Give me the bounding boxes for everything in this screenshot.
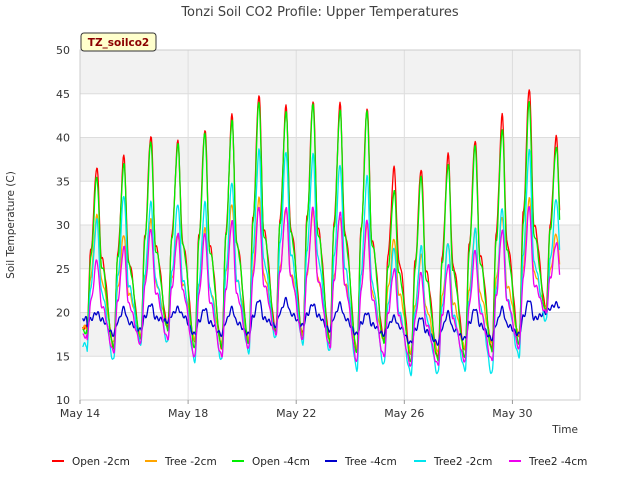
series-line [82, 296, 561, 346]
x-tick-label: May 14 [60, 407, 100, 420]
x-axis-label: Time [551, 424, 578, 436]
y-tick-label: 15 [56, 350, 70, 363]
y-tick-label: 45 [56, 88, 70, 101]
y-axis-ticks: 10 15 20 25 30 35 40 45 50 [56, 44, 70, 407]
series-line [82, 205, 561, 367]
legend: Open -2cm Tree -2cm Open -4cm Tree -4cm Tree… [52, 456, 587, 468]
legend-label: Tree -2cm [164, 456, 217, 468]
y-tick-label: 40 [56, 132, 70, 145]
site-badge-label: TZ_soilco2 [88, 37, 149, 49]
legend-label: Tree2 -2cm [433, 456, 492, 468]
x-tick-label: May 18 [168, 407, 208, 420]
series-lines [82, 89, 561, 377]
shaded-band [80, 50, 580, 94]
y-tick-label: 30 [56, 219, 70, 232]
y-tick-label: 35 [56, 175, 70, 188]
site-badge-box [80, 32, 157, 52]
plot-area [79, 49, 581, 401]
legend-label: Open -4cm [252, 456, 310, 468]
y-tick-label: 10 [56, 394, 70, 407]
x-tick-label: May 22 [276, 407, 316, 420]
legend-label: Tree -4cm [344, 456, 397, 468]
series-line [82, 100, 561, 363]
shaded-band [80, 137, 580, 182]
site-badge: TZ_soilco2 [80, 32, 157, 52]
x-tick-label: May 30 [492, 407, 532, 420]
y-axis-label: Soil Temperature (C) [5, 171, 17, 279]
legend-label: Open -2cm [72, 456, 130, 468]
x-axis-ticks: May 14 May 18 May 22 May 26 May 30 [60, 400, 533, 420]
y-tick-label: 25 [56, 263, 70, 276]
legend-label: Tree2 -4cm [528, 456, 587, 468]
chart-title: Tonzi Soil CO2 Profile: Upper Temperatur… [180, 5, 459, 20]
y-tick-label: 50 [56, 44, 70, 57]
y-tick-label: 20 [56, 307, 70, 320]
x-tick-label: May 26 [384, 407, 424, 420]
